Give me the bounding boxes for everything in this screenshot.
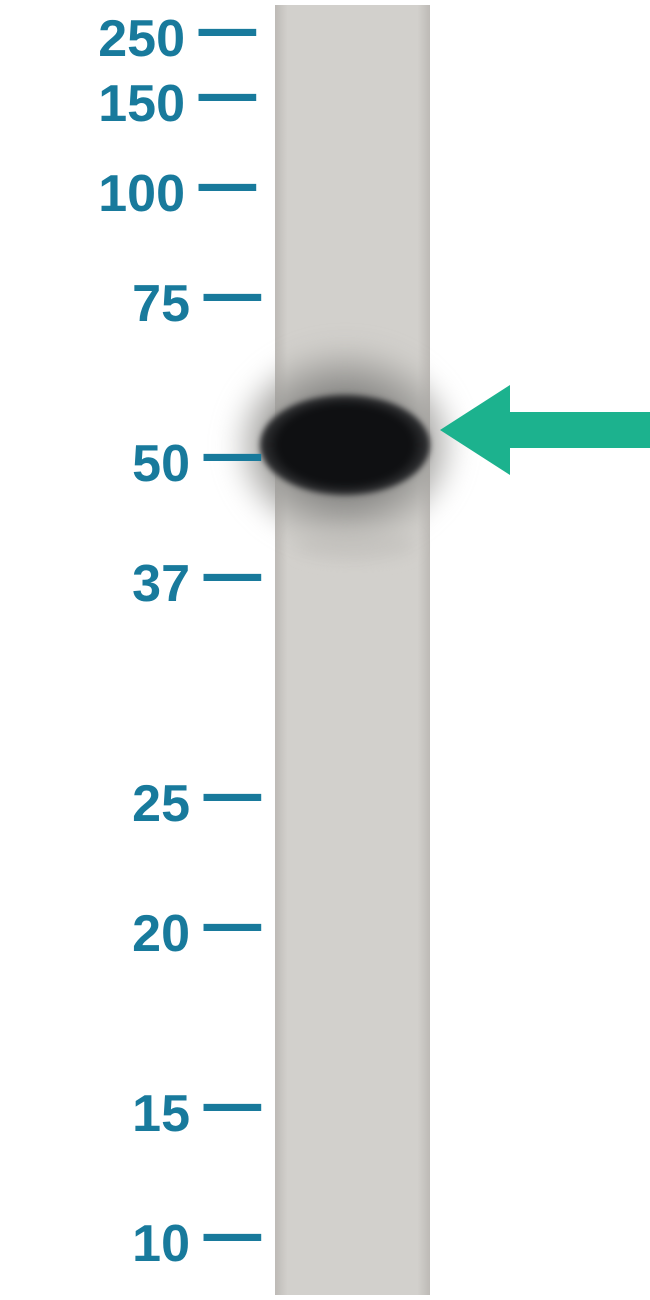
protein-band-faint — [295, 530, 415, 560]
mw-label-100: 100 — [98, 164, 185, 224]
mw-label-15: 15 — [132, 1084, 190, 1144]
mw-label-37: 37 — [132, 554, 190, 614]
mw-label-250: 250 — [98, 9, 185, 69]
mw-label-10: 10 — [132, 1214, 190, 1274]
mw-tick-75: – — [200, 251, 252, 334]
mw-tick-20: – — [200, 881, 252, 964]
mw-label-20: 20 — [132, 904, 190, 964]
mw-tick-50: – — [200, 411, 252, 494]
mw-tick-100: – — [195, 141, 247, 224]
mw-label-150: 150 — [98, 74, 185, 134]
mw-tick-15: – — [200, 1061, 252, 1144]
mw-tick-37: – — [200, 531, 252, 614]
band-indicator-arrow — [440, 385, 650, 475]
mw-tick-150: – — [195, 51, 247, 134]
mw-tick-10: – — [200, 1191, 252, 1274]
mw-label-50: 50 — [132, 434, 190, 494]
protein-band — [260, 395, 430, 495]
mw-label-75: 75 — [132, 274, 190, 334]
mw-label-25: 25 — [132, 774, 190, 834]
gel-lane — [275, 5, 430, 1295]
blot-figure: 250–150–100–75–50–37–25–20–15–10– — [0, 0, 650, 1300]
mw-tick-25: – — [200, 751, 252, 834]
